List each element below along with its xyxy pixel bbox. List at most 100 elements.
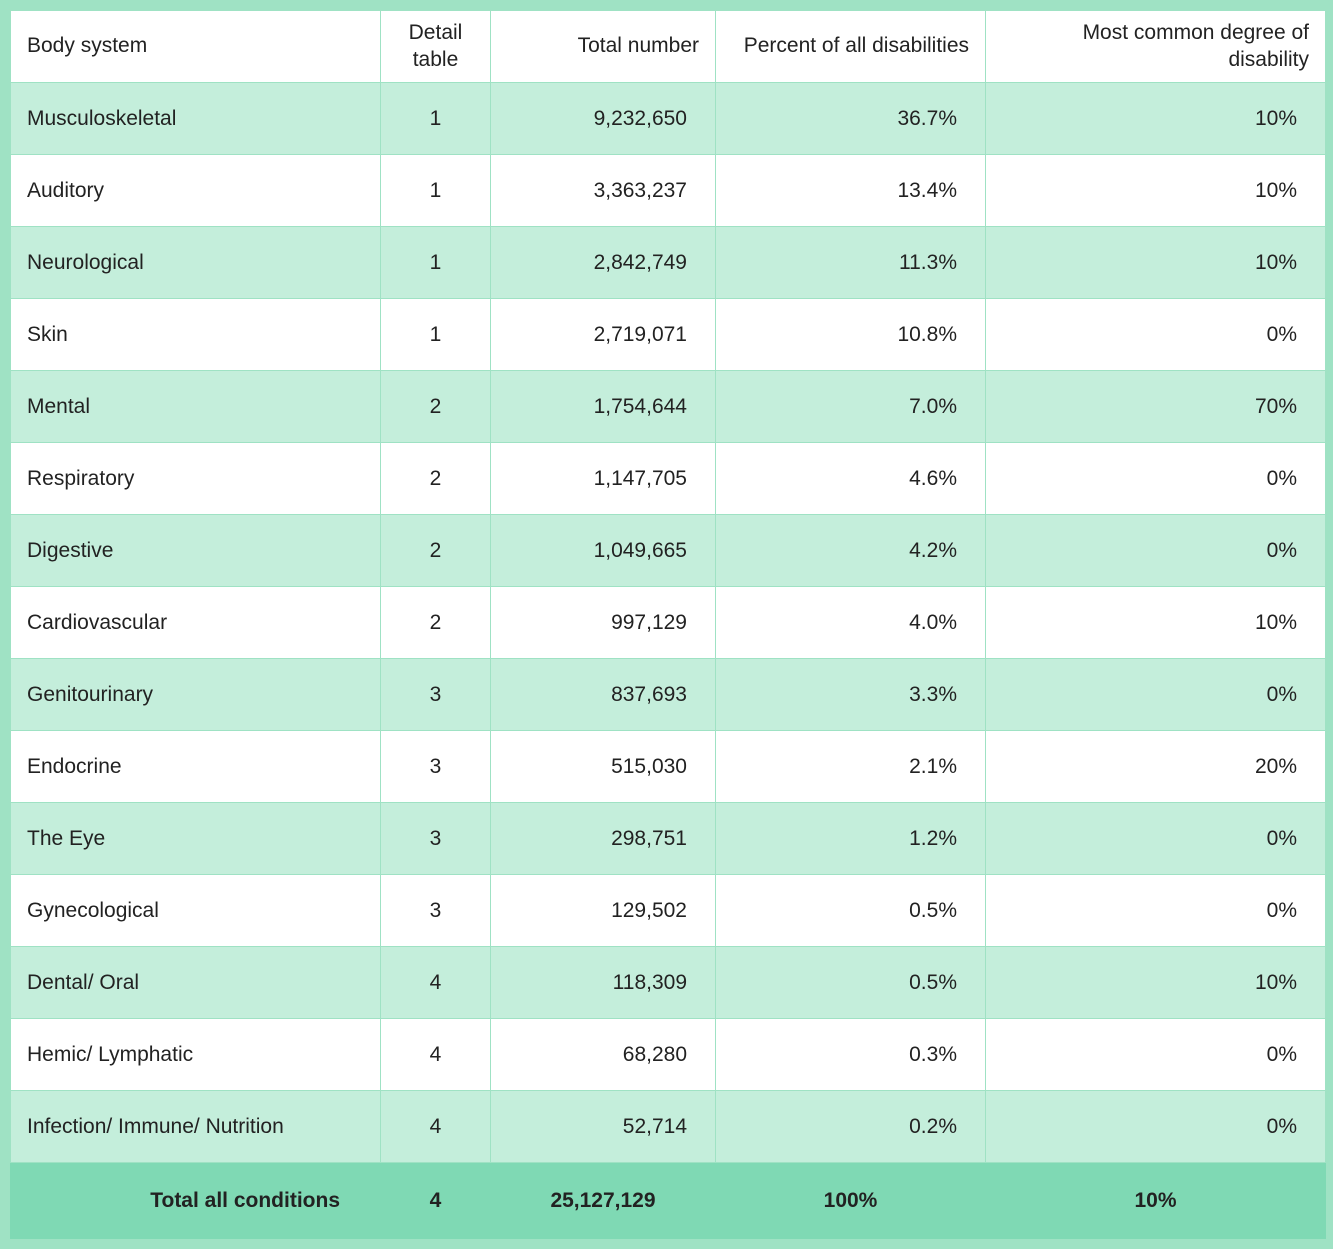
cell-body_system: Endocrine (11, 731, 381, 803)
table-footer: Total all conditions 4 25,127,129 100% 1… (11, 1163, 1326, 1239)
footer-total-number: 25,127,129 (491, 1163, 716, 1239)
cell-percent: 13.4% (716, 155, 986, 227)
footer-row: Total all conditions 4 25,127,129 100% 1… (11, 1163, 1326, 1239)
cell-percent: 10.8% (716, 299, 986, 371)
header-body-system: Body system (11, 11, 381, 83)
cell-total_number: 118,309 (491, 947, 716, 1019)
cell-percent: 1.2% (716, 803, 986, 875)
cell-total_number: 52,714 (491, 1091, 716, 1163)
cell-body_system: Dental/ Oral (11, 947, 381, 1019)
cell-detail_table: 1 (381, 299, 491, 371)
cell-detail_table: 3 (381, 659, 491, 731)
cell-detail_table: 3 (381, 875, 491, 947)
cell-common_degree: 0% (986, 515, 1326, 587)
cell-total_number: 997,129 (491, 587, 716, 659)
cell-percent: 2.1% (716, 731, 986, 803)
cell-common_degree: 0% (986, 443, 1326, 515)
cell-total_number: 68,280 (491, 1019, 716, 1091)
table-row: Infection/ Immune/ Nutrition452,7140.2%0… (11, 1091, 1326, 1163)
cell-detail_table: 3 (381, 803, 491, 875)
cell-body_system: Respiratory (11, 443, 381, 515)
cell-detail_table: 2 (381, 515, 491, 587)
cell-common_degree: 10% (986, 587, 1326, 659)
cell-common_degree: 10% (986, 947, 1326, 1019)
cell-total_number: 515,030 (491, 731, 716, 803)
cell-common_degree: 0% (986, 875, 1326, 947)
table-row: Mental21,754,6447.0%70% (11, 371, 1326, 443)
cell-percent: 0.5% (716, 875, 986, 947)
cell-percent: 0.3% (716, 1019, 986, 1091)
cell-total_number: 129,502 (491, 875, 716, 947)
cell-total_number: 9,232,650 (491, 83, 716, 155)
cell-total_number: 1,754,644 (491, 371, 716, 443)
table-row: Skin12,719,07110.8%0% (11, 299, 1326, 371)
table-row: Genitourinary3837,6933.3%0% (11, 659, 1326, 731)
cell-detail_table: 1 (381, 83, 491, 155)
cell-body_system: Gynecological (11, 875, 381, 947)
cell-total_number: 2,719,071 (491, 299, 716, 371)
cell-body_system: Cardiovascular (11, 587, 381, 659)
cell-body_system: Hemic/ Lymphatic (11, 1019, 381, 1091)
header-percent: Percent of all disabilities (716, 11, 986, 83)
table-row: Respiratory21,147,7054.6%0% (11, 443, 1326, 515)
cell-common_degree: 0% (986, 659, 1326, 731)
cell-body_system: Skin (11, 299, 381, 371)
table-row: Endocrine3515,0302.1%20% (11, 731, 1326, 803)
cell-body_system: Neurological (11, 227, 381, 299)
cell-percent: 4.2% (716, 515, 986, 587)
disability-table: Body system Detail table Total number Pe… (10, 10, 1326, 1239)
cell-detail_table: 1 (381, 155, 491, 227)
cell-percent: 11.3% (716, 227, 986, 299)
cell-total_number: 3,363,237 (491, 155, 716, 227)
table-row: Digestive21,049,6654.2%0% (11, 515, 1326, 587)
cell-total_number: 837,693 (491, 659, 716, 731)
cell-body_system: Mental (11, 371, 381, 443)
cell-common_degree: 20% (986, 731, 1326, 803)
table-body: Musculoskeletal19,232,65036.7%10%Auditor… (11, 83, 1326, 1163)
footer-percent: 100% (716, 1163, 986, 1239)
header-total-number: Total number (491, 11, 716, 83)
cell-detail_table: 4 (381, 1091, 491, 1163)
cell-total_number: 2,842,749 (491, 227, 716, 299)
table-row: Dental/ Oral4118,3090.5%10% (11, 947, 1326, 1019)
cell-percent: 4.0% (716, 587, 986, 659)
cell-body_system: Musculoskeletal (11, 83, 381, 155)
cell-detail_table: 2 (381, 443, 491, 515)
table-row: Auditory13,363,23713.4%10% (11, 155, 1326, 227)
cell-common_degree: 0% (986, 1091, 1326, 1163)
table-row: Cardiovascular2997,1294.0%10% (11, 587, 1326, 659)
cell-percent: 0.2% (716, 1091, 986, 1163)
cell-body_system: Infection/ Immune/ Nutrition (11, 1091, 381, 1163)
table-container: Body system Detail table Total number Pe… (0, 0, 1333, 1249)
cell-detail_table: 3 (381, 731, 491, 803)
footer-common-degree: 10% (986, 1163, 1326, 1239)
cell-body_system: Genitourinary (11, 659, 381, 731)
cell-body_system: Digestive (11, 515, 381, 587)
table-row: Musculoskeletal19,232,65036.7%10% (11, 83, 1326, 155)
cell-common_degree: 10% (986, 83, 1326, 155)
cell-detail_table: 4 (381, 1019, 491, 1091)
cell-percent: 3.3% (716, 659, 986, 731)
cell-percent: 7.0% (716, 371, 986, 443)
footer-label: Total all conditions (11, 1163, 381, 1239)
header-row: Body system Detail table Total number Pe… (11, 11, 1326, 83)
cell-total_number: 1,147,705 (491, 443, 716, 515)
cell-percent: 0.5% (716, 947, 986, 1019)
table-header: Body system Detail table Total number Pe… (11, 11, 1326, 83)
cell-percent: 4.6% (716, 443, 986, 515)
cell-body_system: The Eye (11, 803, 381, 875)
footer-detail-table: 4 (381, 1163, 491, 1239)
header-detail-table: Detail table (381, 11, 491, 83)
cell-detail_table: 4 (381, 947, 491, 1019)
table-row: The Eye3298,7511.2%0% (11, 803, 1326, 875)
cell-common_degree: 10% (986, 155, 1326, 227)
cell-common_degree: 10% (986, 227, 1326, 299)
cell-detail_table: 2 (381, 587, 491, 659)
cell-common_degree: 0% (986, 803, 1326, 875)
cell-percent: 36.7% (716, 83, 986, 155)
cell-common_degree: 0% (986, 1019, 1326, 1091)
cell-total_number: 298,751 (491, 803, 716, 875)
table-row: Neurological12,842,74911.3%10% (11, 227, 1326, 299)
table-row: Gynecological3129,5020.5%0% (11, 875, 1326, 947)
table-row: Hemic/ Lymphatic468,2800.3%0% (11, 1019, 1326, 1091)
